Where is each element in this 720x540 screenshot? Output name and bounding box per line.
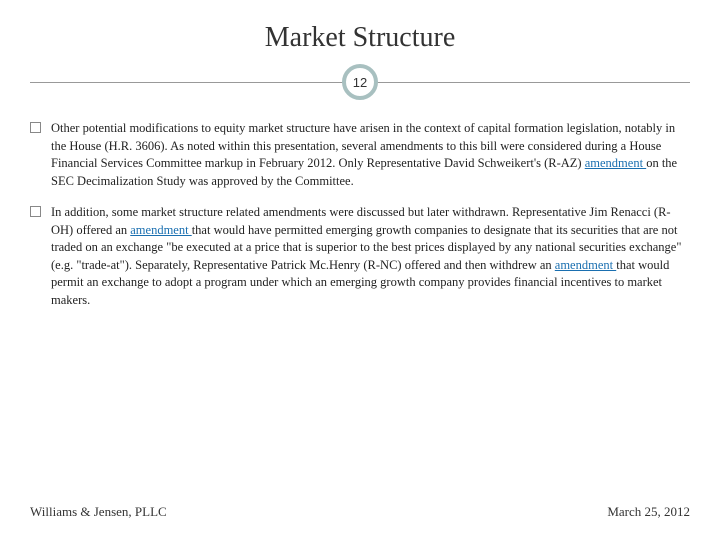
bullet-item: Other potential modifications to equity … <box>30 120 690 190</box>
page-number-badge: 12 <box>342 64 378 100</box>
bullet-square-icon <box>30 122 41 133</box>
footer-left: Williams & Jensen, PLLC <box>30 504 167 520</box>
slide-title: Market Structure <box>30 22 690 54</box>
bullet-text: Other potential modifications to equity … <box>51 120 690 190</box>
footer: Williams & Jensen, PLLC March 25, 2012 <box>30 494 690 520</box>
amendment-link[interactable]: amendment <box>555 258 616 272</box>
bullet-square-icon <box>30 206 41 217</box>
divider: 12 <box>30 62 690 102</box>
amendment-link[interactable]: amendment <box>130 223 191 237</box>
footer-right: March 25, 2012 <box>607 504 690 520</box>
slide: Market Structure 12 Other potential modi… <box>0 0 720 540</box>
bullet-item: In addition, some market structure relat… <box>30 204 690 309</box>
bullet-text: In addition, some market structure relat… <box>51 204 690 309</box>
content-area: Other potential modifications to equity … <box>30 120 690 494</box>
amendment-link[interactable]: amendment <box>585 156 646 170</box>
text-segment: Other potential modifications to equity … <box>51 121 675 170</box>
